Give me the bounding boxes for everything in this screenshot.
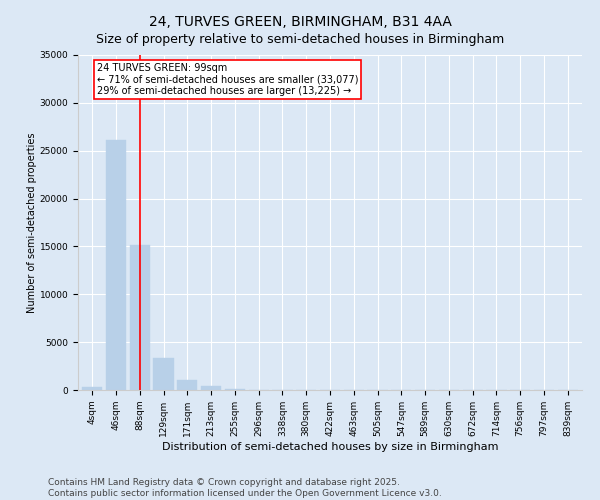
Text: Size of property relative to semi-detached houses in Birmingham: Size of property relative to semi-detach…: [96, 32, 504, 46]
Text: 24 TURVES GREEN: 99sqm
← 71% of semi-detached houses are smaller (33,077)
29% of: 24 TURVES GREEN: 99sqm ← 71% of semi-det…: [97, 62, 359, 96]
Bar: [154, 358, 173, 390]
Bar: [225, 388, 245, 390]
Bar: [130, 246, 150, 390]
Text: 24, TURVES GREEN, BIRMINGHAM, B31 4AA: 24, TURVES GREEN, BIRMINGHAM, B31 4AA: [149, 15, 451, 29]
Bar: [177, 380, 197, 390]
Bar: [82, 386, 103, 390]
X-axis label: Distribution of semi-detached houses by size in Birmingham: Distribution of semi-detached houses by …: [162, 442, 498, 452]
Bar: [106, 140, 126, 390]
Y-axis label: Number of semi-detached properties: Number of semi-detached properties: [27, 132, 37, 313]
Bar: [201, 386, 221, 390]
Text: Contains HM Land Registry data © Crown copyright and database right 2025.
Contai: Contains HM Land Registry data © Crown c…: [48, 478, 442, 498]
